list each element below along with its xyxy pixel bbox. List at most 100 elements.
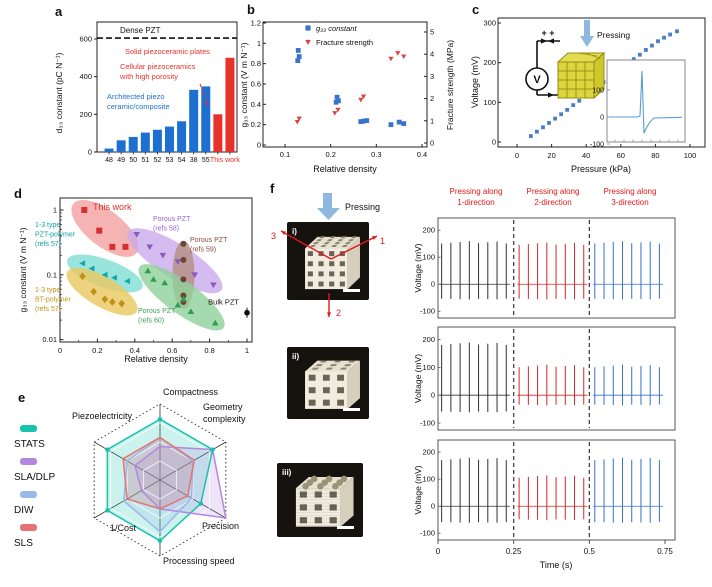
svg-text:40: 40 xyxy=(582,151,590,160)
bars xyxy=(104,57,235,152)
panel-e-radar-chart: Compactness Geometry complexity Precision Pr… xyxy=(14,387,246,566)
panel-a-bar-chart: 0 200 400 600 d₃₃ constant (pC N⁻¹) Dense PZT… xyxy=(54,21,240,164)
group-points xyxy=(79,260,131,285)
svg-text:48: 48 xyxy=(105,157,113,164)
svg-text:complexity: complexity xyxy=(203,414,246,424)
d-group-label: (refs 57) xyxy=(35,306,61,313)
svg-text:0: 0 xyxy=(431,502,435,511)
a-ref-line-label: Dense PZT xyxy=(120,26,161,35)
d-group-label: BT-polymer xyxy=(35,297,71,304)
d-group-label: Porous PZT xyxy=(138,308,176,315)
svg-text:49: 49 xyxy=(117,157,125,164)
b-legend-g33: g₃₃ constant xyxy=(316,24,357,33)
legend-swatch xyxy=(20,458,37,465)
series-g33 xyxy=(295,48,407,128)
svg-text:200: 200 xyxy=(422,335,435,344)
svg-text:51: 51 xyxy=(141,157,149,164)
svg-text:0.4: 0.4 xyxy=(130,346,140,355)
panel-label-e: e xyxy=(18,390,26,405)
svg-text:3: 3 xyxy=(430,72,434,81)
spike-train-1 xyxy=(439,457,510,523)
scale-bar xyxy=(343,408,360,411)
panel-label-f: f xyxy=(270,181,275,196)
f-col-header: Pressing along xyxy=(527,187,580,196)
svg-text:0.6: 0.6 xyxy=(251,79,261,88)
f-col-header: Pressing along xyxy=(450,187,503,196)
svg-text:0: 0 xyxy=(58,346,62,355)
svg-text:0.2: 0.2 xyxy=(92,346,102,355)
pressing-arrow-icon xyxy=(580,20,594,47)
svg-text:38: 38 xyxy=(190,157,198,164)
panel-f-photos: Pressing i) ii) iii) 1 3 2 xyxy=(271,193,385,537)
svg-text:600: 600 xyxy=(79,34,92,43)
svg-text:0.75: 0.75 xyxy=(657,547,673,556)
svg-text:-100: -100 xyxy=(590,142,604,149)
d-group-label: (refs 60) xyxy=(138,318,164,325)
d-group-label: 1-3 type xyxy=(35,287,60,294)
photo-label: i) xyxy=(292,227,297,236)
b-left-axis-label: g₃₃ constant (V m N⁻¹) xyxy=(239,42,249,127)
group-points xyxy=(144,267,219,326)
bar xyxy=(225,57,235,152)
svg-text:1.2: 1.2 xyxy=(251,18,261,27)
e-legend-diw: DIW xyxy=(14,505,34,516)
svg-text:100: 100 xyxy=(592,88,604,95)
panel-f-voltage-time-plots: Pressing along 1-direction Pressing along 2… xyxy=(413,187,676,570)
d-group-label: (refs 58) xyxy=(153,226,179,233)
bar xyxy=(128,136,138,152)
f-plot-frame xyxy=(437,217,676,319)
svg-text:55: 55 xyxy=(202,157,210,164)
f-col-header: Pressing along xyxy=(604,187,657,196)
svg-text:0.8: 0.8 xyxy=(251,59,261,68)
svg-text:20: 20 xyxy=(547,151,555,160)
legend-swatch xyxy=(20,524,37,531)
scale-bar xyxy=(343,289,360,292)
panel-label-c: c xyxy=(472,2,480,17)
svg-text:0: 0 xyxy=(431,280,435,289)
svg-text:1: 1 xyxy=(53,206,57,215)
bar xyxy=(140,132,150,152)
svg-text:60: 60 xyxy=(617,151,625,160)
svg-text:0.5: 0.5 xyxy=(584,547,596,556)
c-plus-symbols: + + xyxy=(541,28,554,38)
a-this-work-tick: This work xyxy=(210,157,240,164)
svg-text:100: 100 xyxy=(684,151,697,160)
svg-text:52: 52 xyxy=(154,157,162,164)
e-legend-stats: STATS xyxy=(14,439,45,450)
spike-train-2 xyxy=(517,364,588,406)
bar xyxy=(213,114,223,152)
svg-text:3-direction: 3-direction xyxy=(611,198,648,207)
spike-train-1 xyxy=(439,342,510,413)
lattice-cube-icon xyxy=(556,51,606,100)
d-group-label: (refs 57) xyxy=(35,241,61,248)
panel-d-log-scatter-chart: 0 0.2 0.4 0.6 0.8 1 0.01 0.1 1 g₃₃ constant (V m … xyxy=(18,197,253,364)
lattice-photo: ii) xyxy=(287,347,369,419)
c-spike-inset: 100 0 -100 xyxy=(590,59,686,149)
svg-text:200: 200 xyxy=(422,226,435,235)
svg-text:80: 80 xyxy=(651,151,659,160)
svg-text:-100: -100 xyxy=(420,419,435,428)
svg-text:0.4: 0.4 xyxy=(251,100,261,109)
f-axis-1: 1 xyxy=(380,236,385,246)
e-legend-sls: SLS xyxy=(14,538,33,549)
lattice-photo: i) xyxy=(287,222,369,300)
spike-train-2 xyxy=(517,242,588,300)
b-legend-fracture: Fracture strength xyxy=(316,38,373,47)
photo-label: iii) xyxy=(282,468,292,477)
svg-text:0: 0 xyxy=(600,115,604,122)
e-axis-processing-speed: Processing speed xyxy=(163,556,235,566)
bar xyxy=(165,126,174,152)
svg-text:54: 54 xyxy=(178,157,186,164)
d-x-axis-label: Relative density xyxy=(124,354,188,364)
scale-bar xyxy=(337,526,354,529)
svg-text:400: 400 xyxy=(79,72,92,81)
a-annotation-architected: Architected piezo xyxy=(107,92,165,101)
spike-train-3 xyxy=(592,364,664,406)
d-group-label: This work xyxy=(93,202,132,212)
c-circuit-inset: V + + xyxy=(525,28,560,98)
svg-text:100: 100 xyxy=(422,475,435,484)
panel-label-d: d xyxy=(14,186,22,201)
panel-label-a: a xyxy=(55,4,63,19)
